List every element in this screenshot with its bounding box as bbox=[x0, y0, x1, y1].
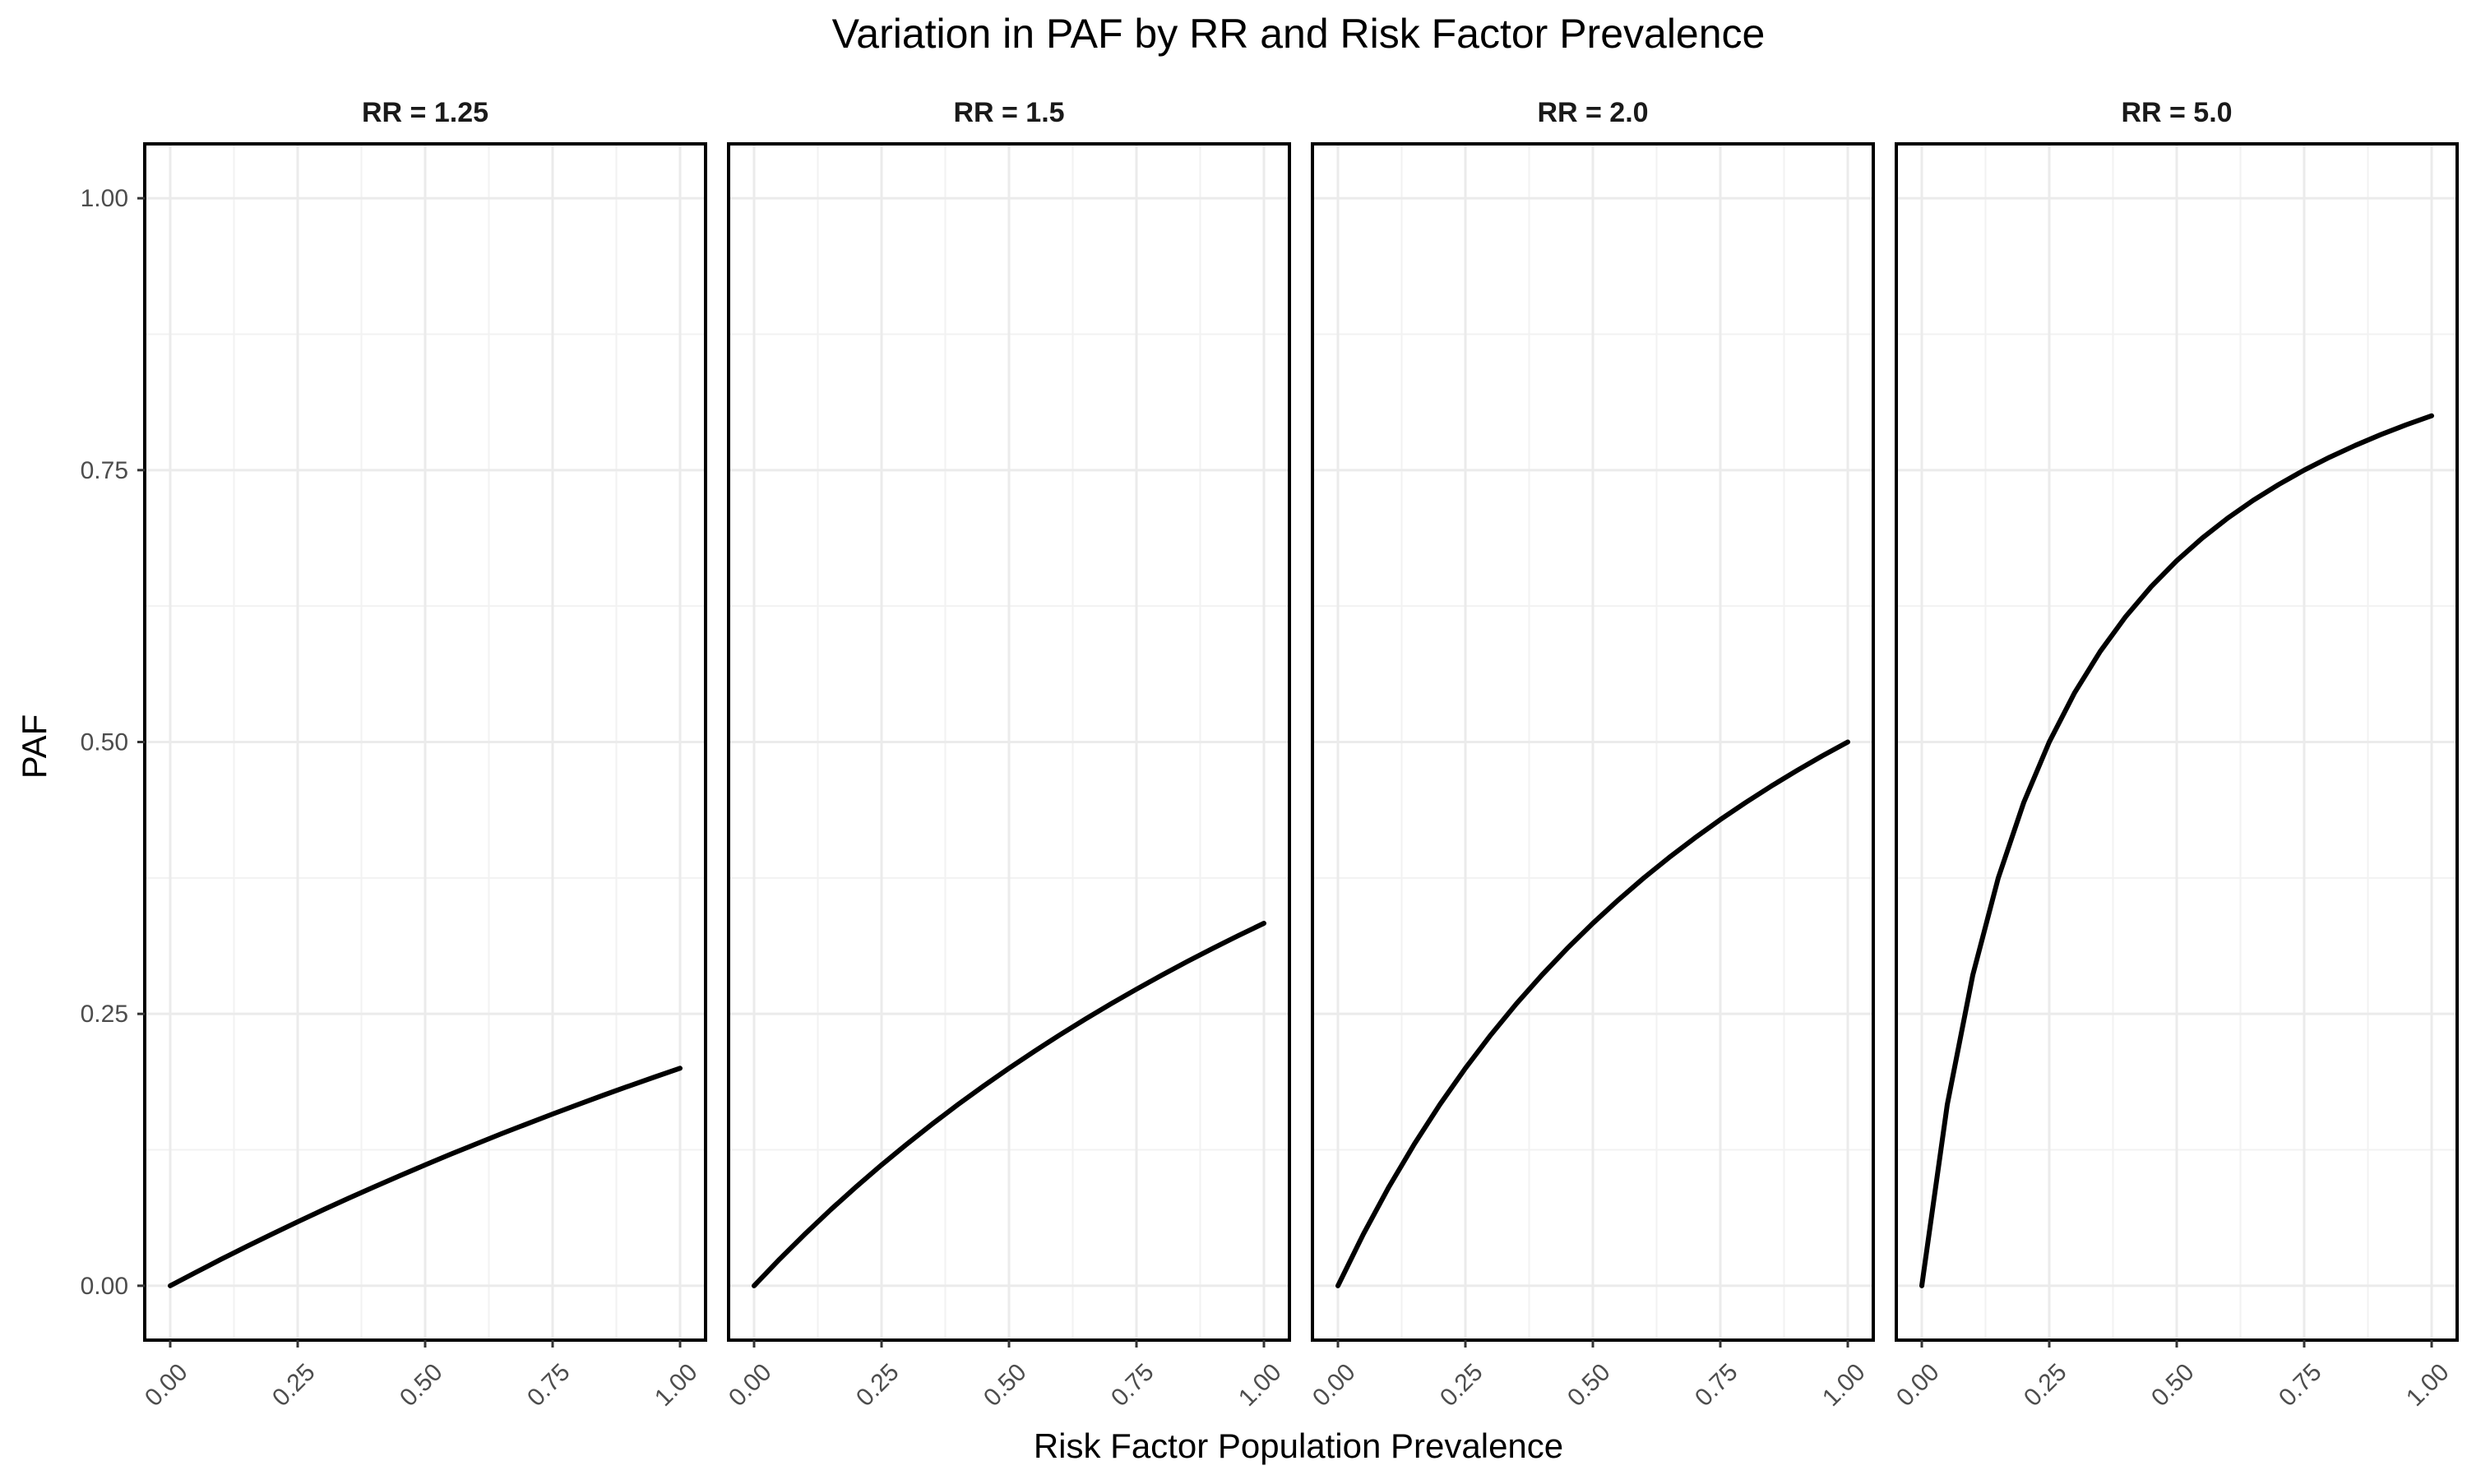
x-tick-label: 0.25 bbox=[851, 1358, 905, 1412]
x-tick-label: 1.00 bbox=[650, 1358, 703, 1412]
facet-strip-label: RR = 1.25 bbox=[362, 97, 488, 128]
x-tick-label: 0.75 bbox=[2274, 1358, 2327, 1412]
x-tick-label: 1.00 bbox=[2401, 1358, 2455, 1412]
y-axis-title: PAF bbox=[15, 714, 53, 779]
x-axis-title: Risk Factor Population Prevalence bbox=[1034, 1426, 1563, 1465]
facet-panel: RR = 5.0 0.00 0.25 0.50 0.75 1.00 bbox=[1891, 97, 2459, 1412]
series-line-1-5 bbox=[752, 921, 1266, 1288]
x-tick-label: 0.25 bbox=[1435, 1358, 1488, 1412]
y-tick-label: 0.75 bbox=[81, 457, 128, 484]
x-tick-label: 0.75 bbox=[1106, 1358, 1159, 1412]
x-tick-label: 0.75 bbox=[1690, 1358, 1743, 1412]
x-tick-label: 0.50 bbox=[2146, 1358, 2200, 1412]
x-tick-label: 0.50 bbox=[395, 1358, 448, 1412]
chart-title: Variation in PAF by RR and Risk Factor P… bbox=[832, 11, 1766, 57]
x-tick-label: 1.00 bbox=[1234, 1358, 1287, 1412]
facet-strip-label: RR = 2.0 bbox=[1537, 97, 1648, 128]
y-tick-label: 0.00 bbox=[81, 1273, 128, 1300]
x-tick-label: 0.50 bbox=[1562, 1358, 1616, 1412]
facet-strip-label: RR = 1.5 bbox=[953, 97, 1064, 128]
facet-panel: RR = 2.0 0.00 0.25 0.50 0.75 1.00 bbox=[1308, 97, 1875, 1412]
x-tick-label: 0.50 bbox=[979, 1358, 1032, 1412]
x-tick-label: 0.00 bbox=[724, 1358, 777, 1412]
x-tick-label: 0.00 bbox=[140, 1358, 193, 1412]
y-tick-label: 0.25 bbox=[81, 1001, 128, 1028]
x-tick-label: 0.00 bbox=[1891, 1358, 1945, 1412]
series-line-5-0 bbox=[1919, 413, 2434, 1288]
x-tick-label: 0.00 bbox=[1308, 1358, 1361, 1412]
y-tick-label: 1.00 bbox=[81, 185, 128, 212]
y-tick-label: 0.50 bbox=[81, 729, 128, 756]
facet-panel: RR = 1.5 0.00 0.25 0.50 0.75 1.00 bbox=[724, 97, 1291, 1412]
series-line-1-25 bbox=[168, 1066, 683, 1288]
x-tick-label: 0.25 bbox=[2019, 1358, 2072, 1412]
facet-panels: RR = 1.25 0.00 0.25 0.50 0.75 1.00 0.00 0.25 0.5… bbox=[81, 97, 2459, 1412]
x-tick-label: 0.75 bbox=[522, 1358, 576, 1412]
x-tick-label: 0.25 bbox=[267, 1358, 321, 1412]
facet-panel: RR = 1.25 0.00 0.25 0.50 0.75 1.00 0.00 0.25 0.5… bbox=[81, 97, 707, 1412]
facet-strip-label: RR = 5.0 bbox=[2121, 97, 2232, 128]
x-tick-label: 1.00 bbox=[1817, 1358, 1871, 1412]
series-line-2-0 bbox=[1335, 739, 1850, 1288]
